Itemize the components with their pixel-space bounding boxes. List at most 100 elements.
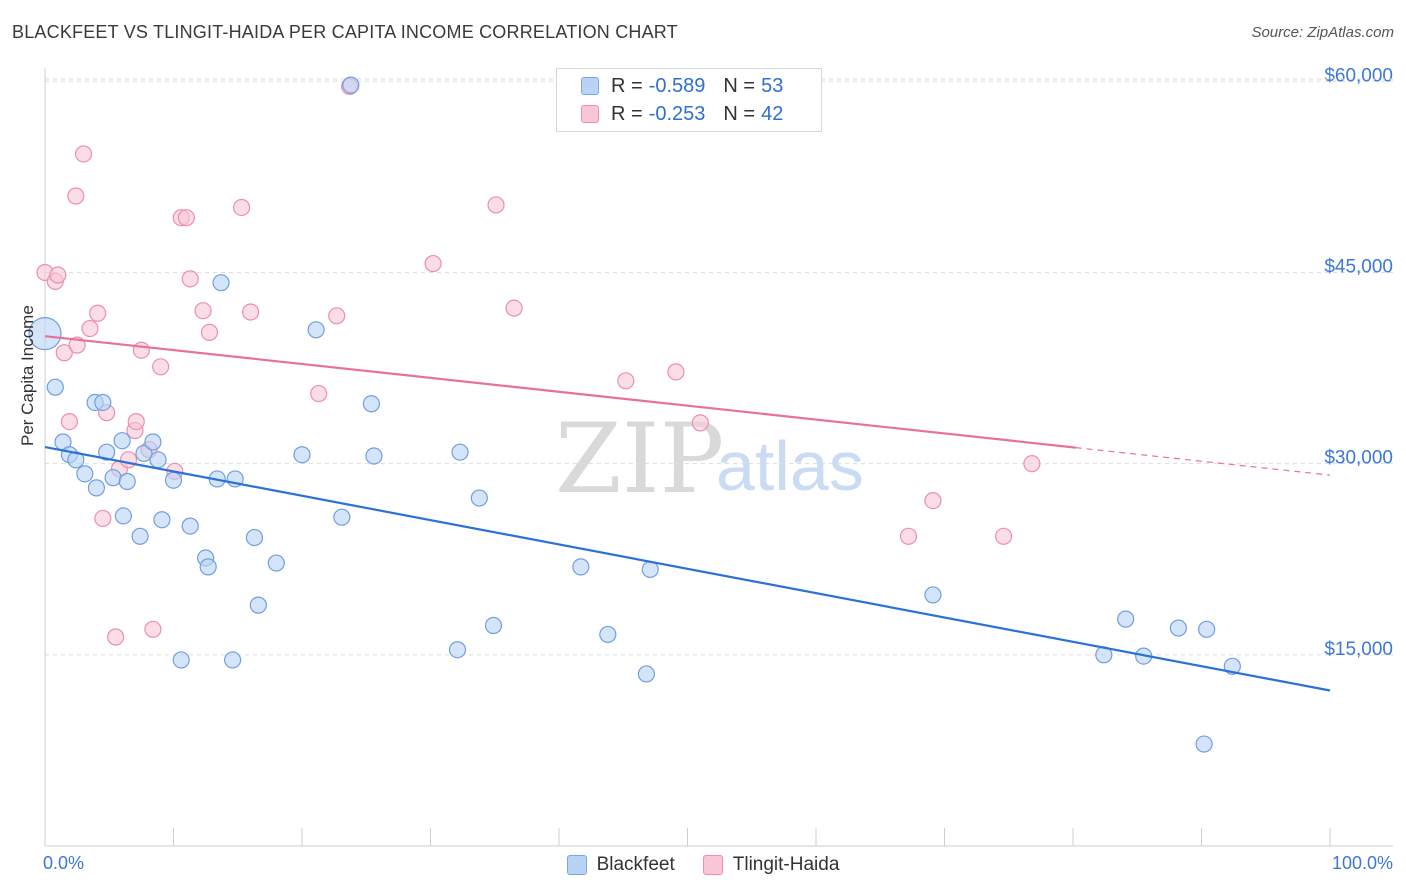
- blackfeet-point: [1195, 735, 1213, 753]
- tlingit-haida-point: [617, 372, 635, 390]
- tlingit-haida-point: [60, 412, 79, 431]
- tlingit-haida-point: [487, 196, 505, 214]
- tlingit-haida-point: [1023, 455, 1041, 473]
- n-label: N =: [723, 74, 756, 97]
- tlingit-haida-point: [94, 509, 112, 528]
- blackfeet-point: [470, 489, 488, 507]
- blackfeet-point: [1169, 619, 1187, 637]
- blackfeet-point: [1117, 610, 1135, 628]
- y-tick-label: $45,000: [1324, 256, 1393, 277]
- tlingit-haida-point: [194, 302, 212, 320]
- tlingit-haida-point: [233, 198, 251, 217]
- tlingit-haida-point: [67, 187, 85, 205]
- tlingit-haida-point: [899, 527, 918, 545]
- tlingit-haida-point: [667, 363, 685, 381]
- tlingit-haida-point: [995, 527, 1013, 545]
- tlingit-haida-trend-line: [44, 335, 1076, 449]
- tlingit-haida-point: [74, 145, 93, 163]
- blackfeet-point: [76, 465, 94, 483]
- blackfeet-point: [172, 651, 190, 669]
- blackfeet-point: [365, 447, 383, 465]
- r-value: -0.253: [648, 102, 706, 125]
- blackfeet-point: [224, 651, 242, 669]
- series-legend: Blackfeet Tlingit-Haida: [0, 852, 1406, 878]
- blackfeet-point: [153, 511, 171, 529]
- blackfeet-point: [135, 444, 153, 463]
- tlingit-haida-point: [924, 492, 942, 510]
- blackfeet-point: [94, 393, 112, 412]
- tlingit-haida-point: [107, 628, 125, 646]
- blackfeet-swatch: [581, 77, 599, 95]
- x-tick-label: 0.0%: [43, 853, 84, 873]
- blackfeet-point: [637, 665, 655, 683]
- blackfeet-point: [333, 508, 351, 526]
- blackfeet-point: [28, 317, 62, 351]
- y-axis-label: Per Capita Income: [18, 305, 37, 446]
- tlingit-haida-point: [119, 451, 138, 469]
- blackfeet-point: [293, 446, 311, 464]
- legend-label-tlingit-haida: Tlingit-Haida: [732, 854, 840, 875]
- tlingit-haida-swatch: [581, 105, 599, 123]
- r-value: -0.589: [648, 74, 706, 97]
- blackfeet-point: [181, 517, 199, 535]
- tlingit-haida-point: [132, 341, 150, 359]
- blackfeet-point: [448, 641, 467, 659]
- tlingit-haida-point: [49, 266, 67, 284]
- n-value: 42: [761, 102, 784, 125]
- legend-label-blackfeet: Blackfeet: [596, 854, 675, 875]
- blackfeet-point: [249, 596, 267, 614]
- correlation-legend: R = -0.589 N = 53 R = -0.253 N = 42: [556, 68, 822, 132]
- blackfeet-point: [87, 479, 106, 497]
- blackfeet-point: [362, 395, 380, 413]
- blackfeet-point: [484, 616, 503, 635]
- blackfeet-point: [342, 76, 360, 94]
- x-tick-label: 100.0%: [1332, 853, 1393, 873]
- blackfeet-point: [572, 558, 590, 576]
- y-tick-label: $30,000: [1324, 448, 1393, 469]
- legend-item-blackfeet: Blackfeet: [566, 854, 675, 876]
- blackfeet-point: [307, 321, 325, 339]
- tlingit-haida-point: [310, 384, 328, 403]
- blackfeet-point: [1198, 620, 1216, 638]
- blackfeet-point: [46, 378, 64, 396]
- tlingit-haida-point: [181, 270, 199, 288]
- tlingit-haida-point: [55, 344, 73, 362]
- blackfeet-point: [199, 558, 217, 576]
- blackfeet-point: [164, 471, 183, 489]
- r-label: R =: [611, 102, 643, 125]
- tlingit-haida-point: [328, 307, 346, 325]
- blackfeet-point: [267, 554, 285, 572]
- tlingit-haida-trend-line-extension: [1075, 447, 1331, 476]
- source-label: Source: ZipAtlas.com: [1251, 24, 1394, 41]
- r-label: R =: [611, 74, 643, 97]
- blackfeet-point: [144, 433, 162, 451]
- blackfeet-point: [104, 469, 122, 487]
- blackfeet-point: [98, 443, 116, 461]
- tlingit-haida-point: [424, 254, 442, 273]
- tlingit-haida-point: [127, 412, 145, 431]
- tlingit-haida-point: [242, 303, 260, 321]
- tlingit-haida-swatch: [702, 855, 723, 875]
- y-tick-label: $60,000: [1324, 65, 1393, 86]
- blackfeet-point: [118, 472, 136, 491]
- blackfeet-point: [924, 586, 942, 604]
- watermark-atlas: atlas: [716, 427, 864, 505]
- n-value: 53: [761, 74, 784, 97]
- blackfeet-point: [212, 274, 230, 292]
- blackfeet-point: [149, 451, 167, 469]
- tlingit-haida-point: [177, 209, 195, 227]
- tlingit-haida-point: [144, 620, 162, 638]
- legend-row-tlingit-haida: R = -0.253 N = 42: [581, 101, 783, 127]
- tlingit-haida-point: [691, 414, 709, 432]
- blackfeet-point: [599, 625, 617, 644]
- blackfeet-point: [245, 528, 264, 547]
- legend-item-tlingit-haida: Tlingit-Haida: [702, 854, 840, 876]
- y-tick-label: $15,000: [1324, 639, 1393, 660]
- tlingit-haida-point: [505, 299, 523, 317]
- chart-title: BLACKFEET VS TLINGIT-HAIDA PER CAPITA IN…: [12, 22, 678, 42]
- blackfeet-trend-line: [44, 446, 1331, 692]
- blackfeet-point: [451, 443, 469, 461]
- blackfeet-point: [131, 527, 149, 545]
- tlingit-haida-point: [89, 304, 107, 322]
